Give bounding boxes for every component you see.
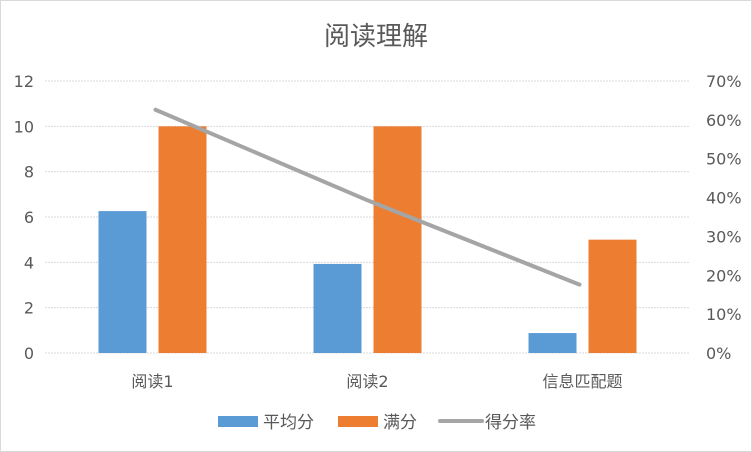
- right-tick-label: 60%: [706, 111, 742, 130]
- left-tick-label: 2: [24, 299, 34, 318]
- legend-label: 得分率: [485, 413, 536, 433]
- bar: [588, 239, 637, 353]
- left-tick-label: 10: [14, 117, 34, 136]
- right-tick-label: 70%: [706, 72, 742, 91]
- right-tick-label: 20%: [706, 266, 742, 285]
- legend-swatch: [338, 416, 378, 427]
- right-axis: 0% 10% 20% 30% 40% 50% 60% 70%: [706, 72, 742, 363]
- bar: [373, 126, 422, 353]
- bar: [158, 126, 207, 353]
- right-tick-label: 0%: [706, 344, 731, 363]
- x-axis: 阅读1 阅读2 信息匹配题: [131, 372, 622, 391]
- legend: 平均分 满分 得分率: [218, 413, 536, 433]
- bar: [313, 263, 362, 353]
- right-tick-label: 10%: [706, 305, 742, 324]
- line-series: [153, 107, 582, 287]
- right-tick-label: 40%: [706, 189, 742, 208]
- left-tick-label: 4: [24, 253, 34, 272]
- left-tick-label: 12: [14, 72, 34, 91]
- category-label: 阅读1: [131, 372, 173, 391]
- left-tick-label: 0: [24, 344, 34, 363]
- left-tick-label: 8: [24, 163, 34, 182]
- category-label: 信息匹配题: [542, 372, 622, 391]
- left-axis: 0 2 4 6 8 10 12: [14, 72, 34, 363]
- legend-swatch: [218, 416, 258, 427]
- bar: [528, 333, 577, 353]
- bar: [98, 211, 147, 353]
- gridlines: [45, 80, 690, 354]
- line-path: [153, 107, 582, 287]
- legend-label: 满分: [383, 413, 417, 433]
- legend-label: 平均分: [263, 413, 314, 433]
- right-tick-label: 30%: [706, 227, 742, 246]
- left-tick-label: 6: [24, 208, 34, 227]
- right-tick-label: 50%: [706, 150, 742, 169]
- bar-series: [98, 126, 637, 353]
- chart-title: 阅读理解: [324, 22, 428, 52]
- category-label: 阅读2: [346, 372, 388, 391]
